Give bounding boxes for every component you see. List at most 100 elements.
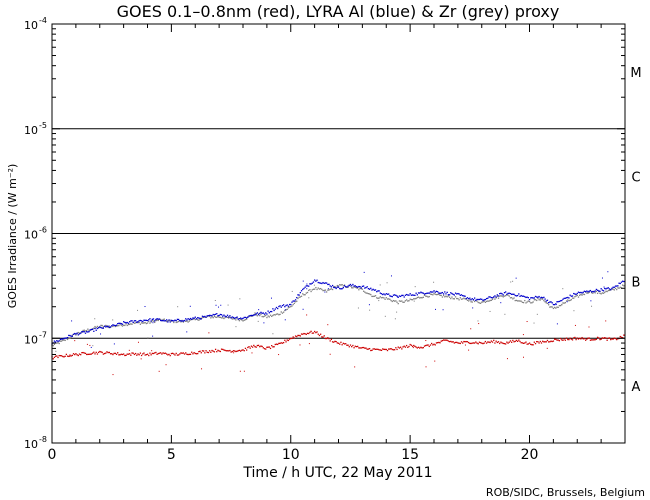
series-point (265, 312, 267, 314)
series-point (471, 342, 473, 344)
series-point (614, 285, 617, 287)
series-outlier (152, 322, 154, 324)
series-point (599, 290, 601, 292)
series-point (565, 300, 568, 302)
series-point (311, 289, 313, 291)
series-point (101, 324, 103, 327)
series-point (302, 333, 304, 335)
series-point (558, 305, 561, 307)
series-outlier (272, 333, 274, 335)
series-point (516, 294, 519, 297)
series-point (410, 294, 413, 296)
series-point (78, 353, 81, 355)
series-point (468, 298, 470, 300)
series-point (298, 296, 300, 298)
series-point (161, 319, 163, 322)
series-point (388, 298, 390, 300)
series-point (177, 320, 180, 323)
series-outlier (308, 343, 310, 345)
series-point (414, 294, 416, 297)
series-point (488, 296, 490, 298)
series-point (59, 338, 62, 341)
series-point (179, 353, 181, 355)
series-point (453, 294, 455, 296)
series-outlier (566, 301, 568, 303)
y-tick-label: 10 (24, 19, 38, 32)
series-point (407, 300, 409, 302)
series-point (268, 346, 270, 348)
series-point (531, 302, 533, 304)
series-point (257, 313, 260, 316)
series-point (260, 311, 262, 314)
series-point (562, 302, 564, 304)
series-point (278, 342, 280, 345)
series-point (540, 296, 543, 299)
series-outlier (155, 320, 157, 322)
series-point (249, 347, 251, 349)
series-point (160, 318, 162, 321)
series-point (274, 343, 276, 346)
chart-title: GOES 0.1–0.8nm (red), LYRA Al (blue) & Z… (117, 2, 560, 21)
series-point (330, 288, 333, 290)
series-point (124, 354, 126, 357)
series-point (601, 292, 604, 294)
series-point (476, 342, 478, 344)
series-point (546, 302, 549, 305)
series-point (497, 295, 500, 297)
series-point (463, 295, 465, 297)
series-point (383, 293, 385, 295)
series-outlier (258, 309, 260, 311)
series-point (442, 293, 445, 295)
series-point (109, 353, 112, 355)
series-point (434, 293, 436, 295)
series-point (230, 351, 232, 353)
series-point (397, 296, 399, 298)
series-outlier (215, 304, 217, 306)
series-point (379, 296, 381, 298)
series-point (54, 341, 57, 343)
series-point (527, 343, 530, 345)
series-point (152, 318, 155, 320)
series-point (419, 292, 421, 294)
series-point (93, 330, 95, 332)
series-point (213, 351, 216, 353)
series-point (303, 287, 305, 290)
series-outlier (425, 340, 427, 342)
series-point (563, 338, 565, 340)
series-point (433, 290, 435, 292)
series-point (75, 353, 77, 355)
series-point (238, 318, 241, 320)
series-point (553, 303, 556, 306)
series-point (428, 295, 430, 298)
series-point (266, 316, 268, 319)
series-point (422, 296, 424, 298)
series-point (247, 316, 249, 318)
series-point (378, 297, 380, 299)
series-point (506, 341, 508, 343)
series-point (107, 326, 109, 329)
series-point (291, 337, 293, 340)
series-point (606, 287, 608, 289)
series-point (242, 349, 244, 351)
series-point (336, 284, 339, 287)
series-point (117, 322, 119, 325)
series-point (156, 353, 158, 355)
series-point (82, 351, 84, 354)
series-point (144, 321, 146, 324)
series-point (567, 299, 569, 301)
series-outlier (201, 368, 203, 370)
series-point (409, 298, 411, 300)
series-point (357, 286, 359, 288)
series-point (225, 316, 227, 318)
series-outlier (158, 370, 160, 372)
series-point (105, 324, 107, 327)
series-point (574, 296, 576, 298)
y-tick-exponent: -4 (39, 16, 47, 25)
series-point (304, 286, 306, 288)
series-point (496, 341, 498, 344)
series-point (451, 296, 453, 298)
series-point (236, 350, 238, 352)
series-point (540, 298, 543, 300)
series-point (114, 324, 116, 327)
series-point (444, 296, 446, 298)
